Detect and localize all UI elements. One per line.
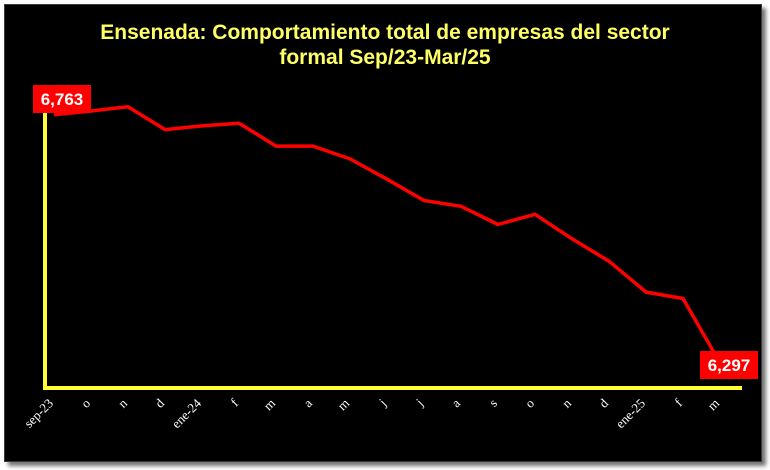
x-tick-label: s — [486, 396, 500, 410]
chart-title-line2: formal Sep/23-Mar/25 — [279, 46, 491, 69]
data-labels: 6,763 6,297 — [33, 85, 758, 379]
x-tick-label: m — [704, 396, 722, 414]
first-value-label: 6,763 — [41, 90, 84, 109]
x-tick-label: d — [152, 395, 168, 411]
x-tick-label: f — [671, 395, 685, 409]
series-line — [53, 104, 722, 364]
x-tick-label: m — [334, 396, 352, 414]
x-tick-label: sep-23 — [21, 396, 56, 431]
x-tick-label: m — [260, 396, 278, 414]
x-tick-label: d — [596, 395, 612, 411]
x-tick-label: a — [448, 395, 463, 410]
first-value-label-box — [33, 85, 91, 113]
x-tick-label: f — [227, 395, 241, 409]
x-tick-label: ene-25 — [613, 396, 649, 432]
x-tick-label: o — [522, 396, 537, 411]
chart-title: Ensenada: Comportamiento total de empres… — [0, 20, 770, 70]
x-tick-labels: sep-23 o n d ene-24 f m a m j j a s o n d ene-25 f m — [21, 395, 722, 431]
x-tick-label: o — [78, 396, 93, 411]
x-tick-label: ene-24 — [169, 395, 205, 431]
x-tick-label: n — [559, 395, 575, 411]
chart-frame — [4, 4, 762, 462]
x-tick-label: n — [115, 395, 131, 411]
x-tick-label: j — [375, 396, 389, 410]
x-tick-label: a — [300, 395, 315, 410]
last-value-label-box — [700, 351, 758, 379]
x-tick-label: j — [412, 396, 426, 410]
last-value-label: 6,297 — [708, 356, 751, 375]
chart-title-line1: Ensenada: Comportamiento total de empres… — [100, 21, 670, 44]
